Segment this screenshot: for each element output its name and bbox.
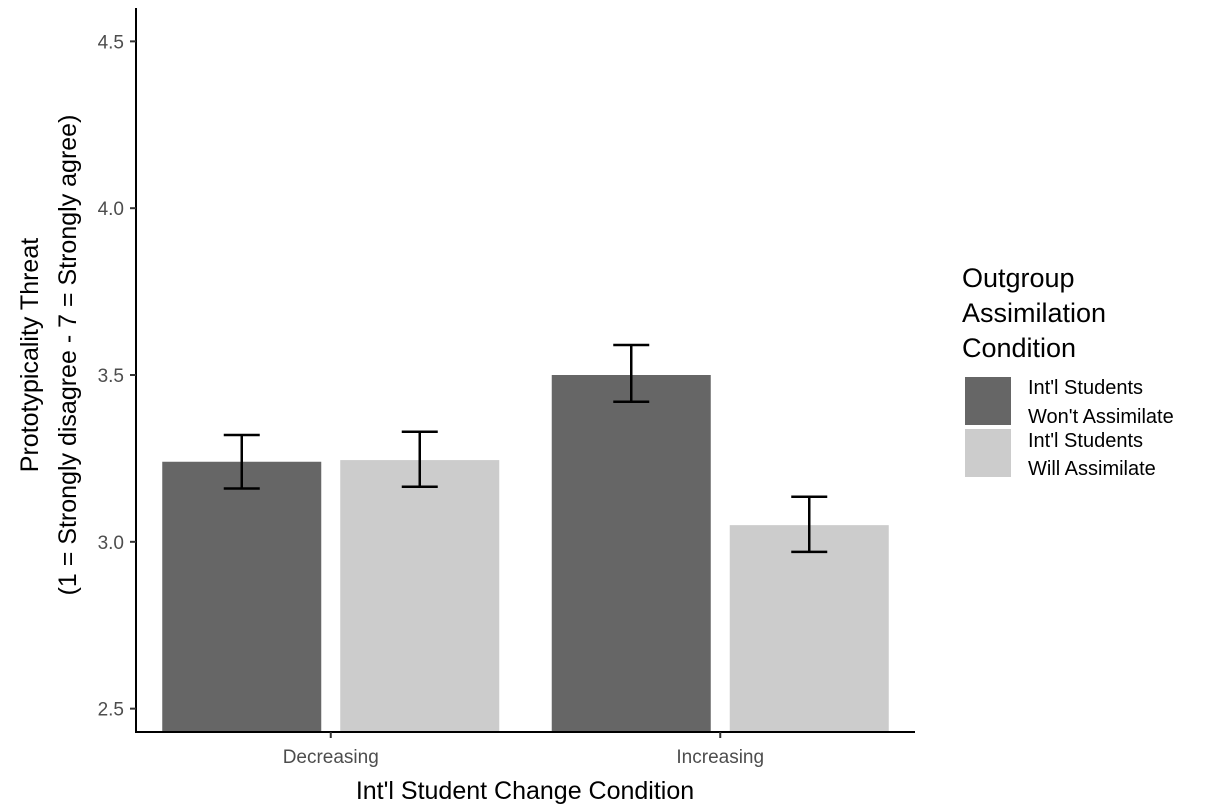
y-tick-label: 3.0 xyxy=(98,533,124,554)
legend-label-will-line-2: Will Assimilate xyxy=(1028,458,1156,480)
y-axis-title: Prototypicality Threat (1 = Strongly dis… xyxy=(16,115,82,596)
error-bar xyxy=(791,495,828,554)
legend-title-line-3: Condition xyxy=(962,333,1076,363)
y-tick-label: 2.5 xyxy=(98,700,124,721)
error-bars-layer xyxy=(223,343,828,554)
legend: Outgroup Assimilation Condition Int'l St… xyxy=(962,263,1174,480)
error-bar xyxy=(223,433,260,490)
legend-label-wont-line-1: Int'l Students xyxy=(1028,377,1143,399)
x-tick-label: Increasing xyxy=(676,747,764,768)
x-axis-title: Int'l Student Change Condition xyxy=(356,777,694,805)
legend-key-will-assimilate xyxy=(963,427,1013,479)
y-tick-label: 4.0 xyxy=(98,199,124,220)
y-tick-label: 4.5 xyxy=(98,32,124,53)
bar xyxy=(729,525,889,732)
legend-label-will-line-1: Int'l Students xyxy=(1028,430,1143,452)
legend-title-line-2: Assimilation xyxy=(962,298,1106,328)
y-axis-title-line-2: (1 = Strongly disagree - 7 = Strongly ag… xyxy=(54,115,82,596)
bar xyxy=(340,460,500,732)
legend-title-line-1: Outgroup xyxy=(962,263,1075,293)
bar xyxy=(551,375,711,732)
bars-layer xyxy=(162,375,889,732)
y-axis-ticks: 2.5 3.0 3.5 4.0 4.5 xyxy=(98,32,136,721)
error-bar xyxy=(401,430,438,489)
legend-label-wont-line-2: Won't Assimilate xyxy=(1028,406,1174,428)
x-axis-ticks: Decreasing Increasing xyxy=(283,732,764,768)
x-tick-label: Decreasing xyxy=(283,747,379,768)
legend-key-wont-assimilate xyxy=(963,375,1013,427)
y-tick-label: 3.5 xyxy=(98,366,124,387)
y-axis-title-line-1: Prototypicality Threat xyxy=(16,238,44,472)
error-bar xyxy=(613,343,650,403)
bar xyxy=(162,461,322,732)
